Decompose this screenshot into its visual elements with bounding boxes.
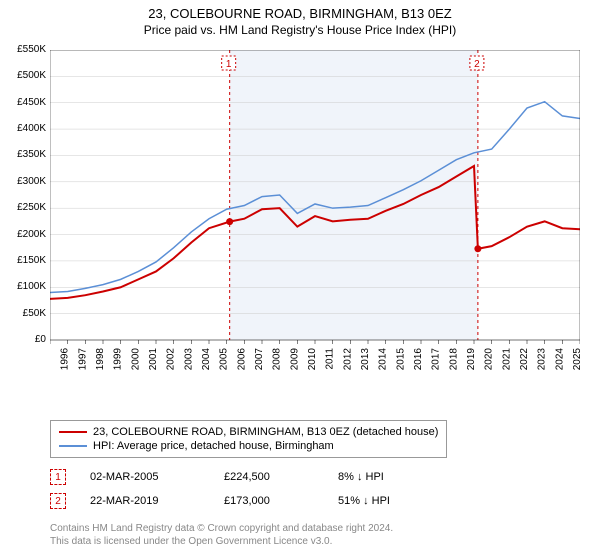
sale-row: 2 22-MAR-2019 £173,000 51% ↓ HPI [50,489,448,513]
svg-text:2017: 2017 [431,348,442,371]
y-tick-label: £50K [0,308,46,319]
footer-line-2: This data is licensed under the Open Gov… [50,535,393,548]
svg-text:1998: 1998 [95,348,106,371]
sale-row: 1 02-MAR-2005 £224,500 8% ↓ HPI [50,465,448,489]
chart-title: 23, COLEBOURNE ROAD, BIRMINGHAM, B13 0EZ [0,0,600,21]
svg-text:2010: 2010 [307,348,318,371]
legend-label: 23, COLEBOURNE ROAD, BIRMINGHAM, B13 0EZ… [93,426,438,438]
sale-diff: 8% ↓ HPI [338,471,448,483]
svg-text:2022: 2022 [519,348,530,371]
y-tick-label: £500K [0,70,46,81]
sale-date: 02-MAR-2005 [90,471,200,483]
chart-subtitle: Price paid vs. HM Land Registry's House … [0,21,600,43]
svg-text:2018: 2018 [448,348,459,371]
svg-text:2023: 2023 [537,348,548,371]
svg-text:2009: 2009 [289,348,300,371]
legend: 23, COLEBOURNE ROAD, BIRMINGHAM, B13 0EZ… [50,420,447,458]
svg-text:1: 1 [226,59,232,70]
svg-text:2001: 2001 [148,348,159,371]
svg-text:2007: 2007 [254,348,265,371]
svg-text:1997: 1997 [77,348,88,371]
y-tick-label: £100K [0,281,46,292]
svg-text:2015: 2015 [395,348,406,371]
svg-text:2006: 2006 [236,348,247,371]
svg-text:1995: 1995 [50,348,53,371]
y-tick-label: £250K [0,202,46,213]
y-tick-label: £350K [0,149,46,160]
svg-text:2025: 2025 [572,348,580,371]
svg-text:2011: 2011 [325,348,336,370]
legend-item: HPI: Average price, detached house, Birm… [59,439,438,453]
y-tick-label: £550K [0,44,46,55]
svg-text:2004: 2004 [201,348,212,371]
sale-marker-icon: 1 [50,469,66,485]
svg-text:2016: 2016 [413,348,424,371]
svg-text:2020: 2020 [484,348,495,371]
y-tick-label: £300K [0,176,46,187]
legend-swatch [59,431,87,433]
svg-text:1999: 1999 [113,348,124,371]
svg-text:2024: 2024 [554,348,565,371]
svg-text:2000: 2000 [130,348,141,371]
svg-text:1996: 1996 [60,348,71,371]
svg-text:2019: 2019 [466,348,477,371]
sales-table: 1 02-MAR-2005 £224,500 8% ↓ HPI 2 22-MAR-2019… [50,465,448,513]
sale-price: £173,000 [224,495,314,507]
y-tick-label: £450K [0,97,46,108]
footer-attribution: Contains HM Land Registry data © Crown c… [50,522,393,548]
legend-swatch [59,445,87,447]
legend-label: HPI: Average price, detached house, Birm… [93,440,334,452]
y-tick-label: £200K [0,229,46,240]
svg-text:2013: 2013 [360,348,371,371]
sale-price: £224,500 [224,471,314,483]
svg-text:2: 2 [474,59,480,70]
svg-text:2014: 2014 [378,348,389,371]
sale-marker-icon: 2 [50,493,66,509]
svg-text:2003: 2003 [183,348,194,371]
chart-container: 23, COLEBOURNE ROAD, BIRMINGHAM, B13 0EZ… [0,0,600,560]
legend-item: 23, COLEBOURNE ROAD, BIRMINGHAM, B13 0EZ… [59,425,438,439]
svg-text:2012: 2012 [342,348,353,371]
sale-diff: 51% ↓ HPI [338,495,448,507]
y-tick-label: £150K [0,255,46,266]
y-tick-label: £0 [0,334,46,345]
svg-text:2008: 2008 [272,348,283,371]
svg-text:2005: 2005 [219,348,230,371]
svg-text:2021: 2021 [501,348,512,371]
footer-line-1: Contains HM Land Registry data © Crown c… [50,522,393,535]
price-chart: 1995 1996 1997 1998 1999 2000 2001 2002 2003 2004… [50,50,580,380]
y-tick-label: £400K [0,123,46,134]
svg-text:2002: 2002 [166,348,177,371]
sale-date: 22-MAR-2019 [90,495,200,507]
